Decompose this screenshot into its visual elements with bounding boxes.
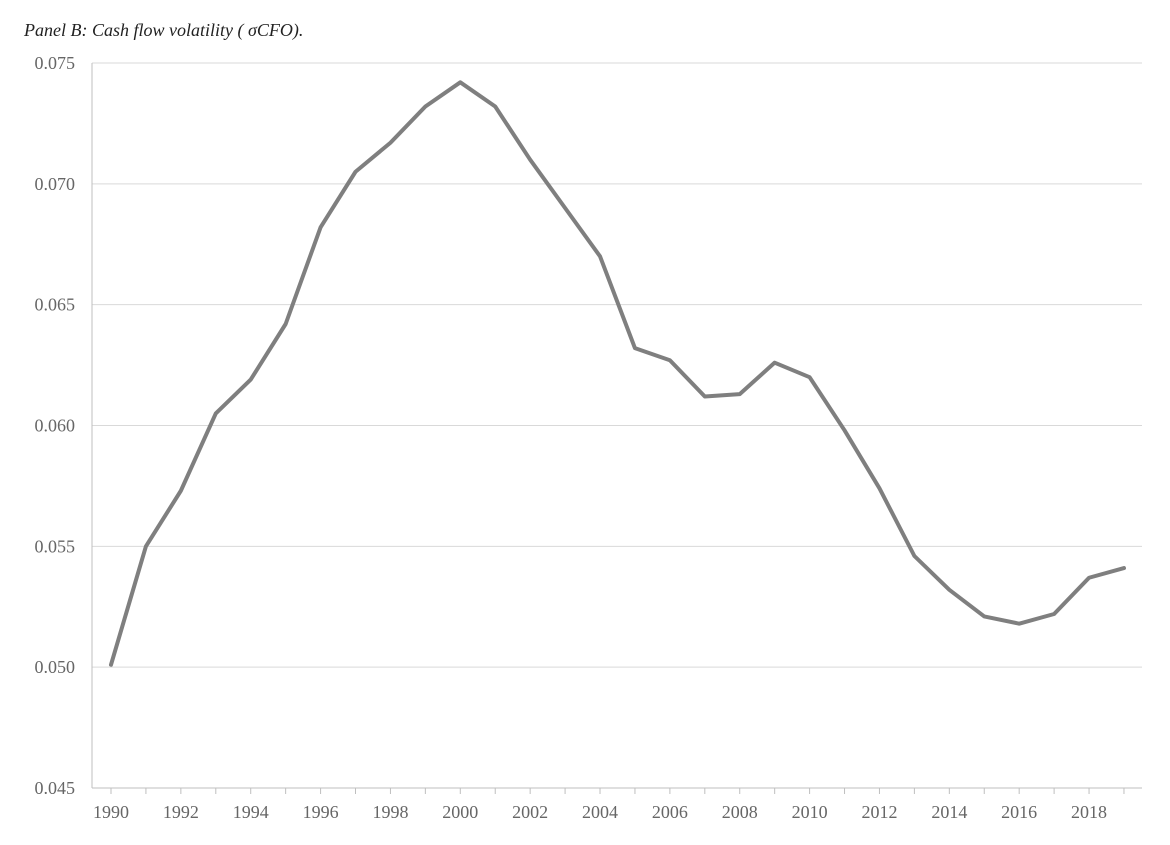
y-tick-label: 0.050 [35, 657, 76, 677]
x-tick-label: 2010 [792, 802, 828, 822]
x-tick-label: 1994 [233, 802, 269, 822]
x-tick-label: 2016 [1001, 802, 1037, 822]
axes [91, 63, 1142, 794]
x-tick-label: 2008 [722, 802, 758, 822]
x-axis-tick-labels: 1990 1992 1994 1996 1998 2000 2002 2004 2006 2008… [93, 802, 1107, 822]
y-tick-label: 0.075 [35, 53, 76, 73]
x-tick-label: 1996 [303, 802, 339, 822]
y-tick-label: 0.065 [35, 295, 76, 315]
y-tick-label: 0.070 [35, 174, 76, 194]
y-tick-label: 0.045 [35, 778, 76, 798]
x-tick-label: 2000 [442, 802, 478, 822]
x-tick-label: 2002 [512, 802, 548, 822]
series-lines [109, 80, 1126, 667]
x-tick-label: 1990 [93, 802, 129, 822]
y-axis-tick-labels: 0.045 0.050 0.055 0.060 0.065 0.070 0.075 [35, 53, 76, 798]
x-tick-label: 2014 [931, 802, 967, 822]
x-tick-label: 1992 [163, 802, 199, 822]
x-tick-label: 1998 [372, 802, 408, 822]
y-tick-label: 0.060 [35, 416, 76, 436]
series-line [109, 80, 1126, 667]
x-tick-label: 2018 [1071, 802, 1107, 822]
chart-title: Panel B: Cash flow volatility ( σCFO). [24, 20, 304, 40]
x-tick-label: 2004 [582, 802, 618, 822]
y-tick-label: 0.055 [35, 536, 76, 556]
gridlines [92, 62, 1142, 668]
x-tick-label: 2012 [861, 802, 897, 822]
x-tick-label: 2006 [652, 802, 688, 822]
